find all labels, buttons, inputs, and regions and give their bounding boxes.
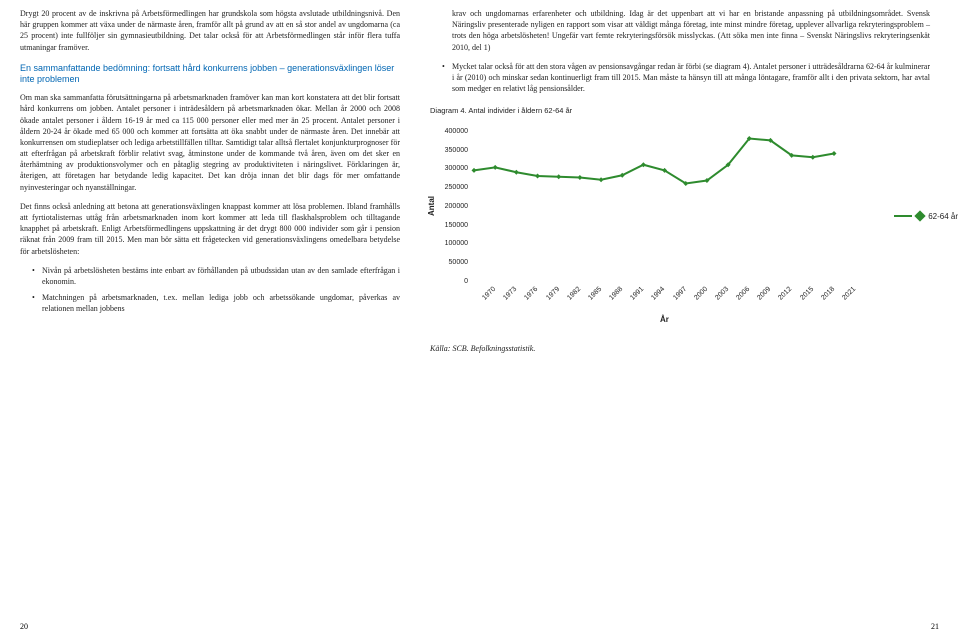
page-number-left: 20 xyxy=(20,622,28,631)
right-column: krav och ungdomarnas erfarenheter och ut… xyxy=(430,8,930,629)
chart-source: Källa: SCB. Befolkningsstatistik. xyxy=(430,343,930,354)
left-p1: Drygt 20 procent av de inskrivna på Arbe… xyxy=(20,8,400,53)
legend-line-icon xyxy=(894,215,912,217)
chart-legend: 62-64 år xyxy=(894,211,958,222)
left-bullet-1: Nivån på arbetslösheten bestäms inte enb… xyxy=(32,265,400,287)
left-p2: Om man ska sammanfatta förutsättningarna… xyxy=(20,92,400,193)
left-p3: Det finns också anledning att betona att… xyxy=(20,201,400,257)
chart-svg xyxy=(430,121,910,321)
left-bullets: Nivån på arbetslösheten bestäms inte enb… xyxy=(32,265,400,315)
page-number-right: 21 xyxy=(931,622,939,631)
right-bullets: Mycket talar också för att den stora våg… xyxy=(442,61,930,95)
left-subhead: En sammanfattande bedömning: fortsatt hå… xyxy=(20,63,400,86)
legend-label: 62-64 år xyxy=(928,211,958,222)
left-column: Drygt 20 procent av de inskrivna på Arbe… xyxy=(20,8,400,629)
left-bullet-2: Matchningen på arbetsmarknaden, t.ex. me… xyxy=(32,292,400,314)
diagram-title: Diagram 4. Antal individer i åldern 62-6… xyxy=(430,106,930,117)
chart-xlabel: År xyxy=(660,314,669,325)
right-p1: krav och ungdomarnas erfarenheter och ut… xyxy=(452,8,930,53)
legend-marker-icon xyxy=(915,211,926,222)
right-bullet-1: Mycket talar också för att den stora våg… xyxy=(442,61,930,95)
chart-container: Antal År 62-64 år 0500001000001500002000… xyxy=(430,121,910,321)
